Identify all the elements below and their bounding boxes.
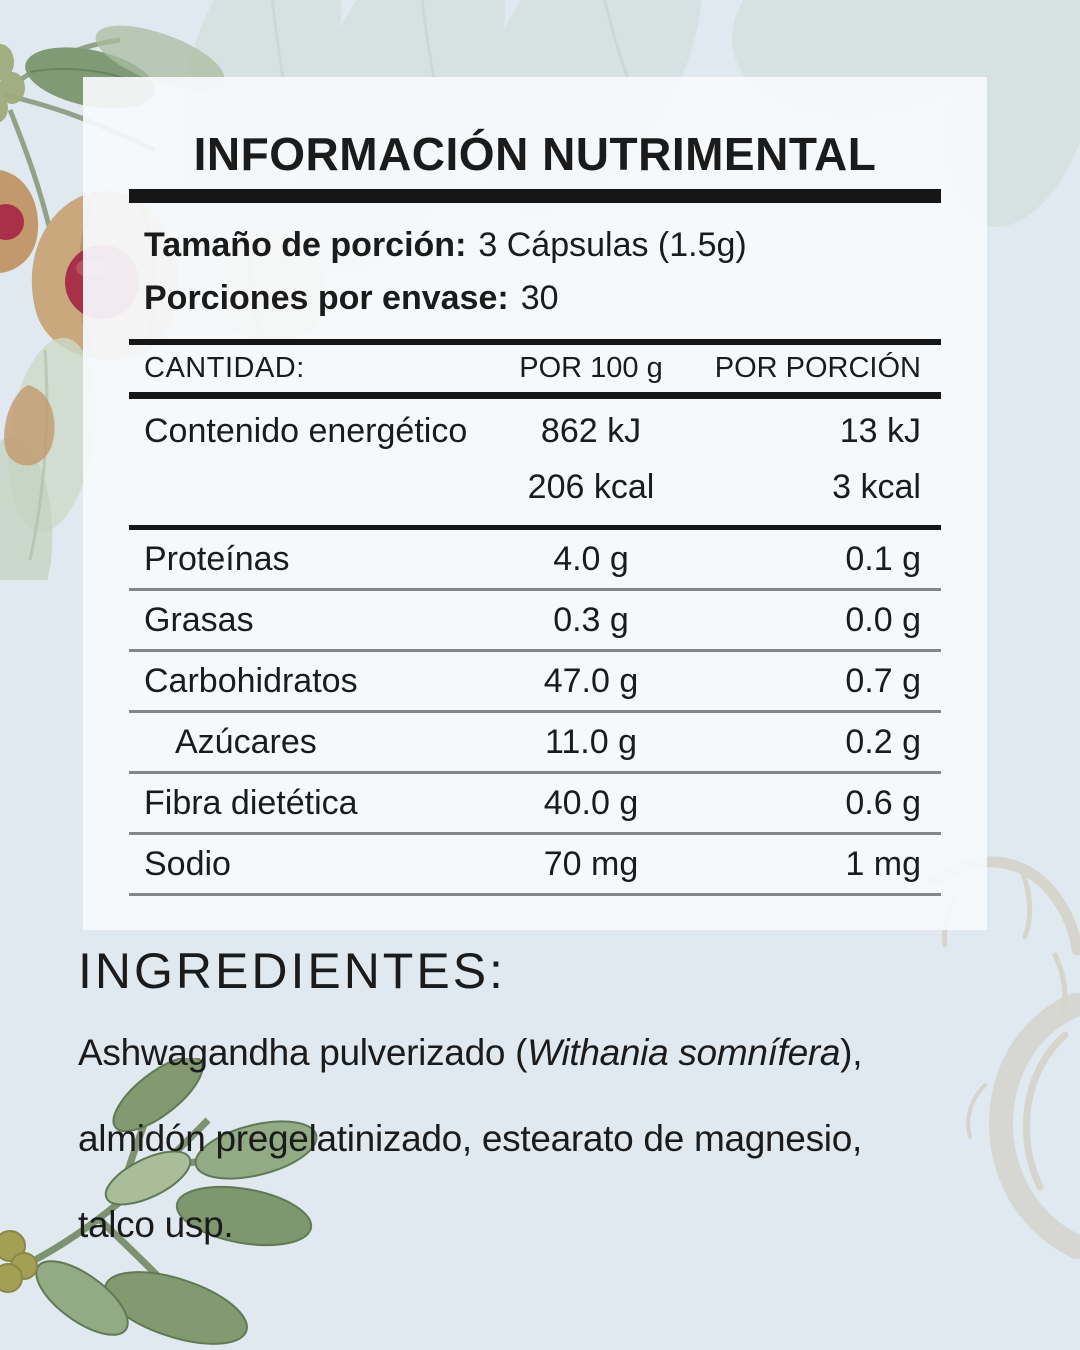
row-per-100g: 70 mg <box>543 844 639 883</box>
energy-per-100g: 862 kJ 206 kcal <box>471 403 711 515</box>
rule-above-header <box>129 339 941 345</box>
row-per-portion: 0.2 g <box>845 722 921 761</box>
energy-per-100g-kj: 862 kJ <box>540 412 642 450</box>
row-separator <box>129 832 941 835</box>
panel-title: INFORMACIÓN NUTRIMENTAL <box>193 128 877 180</box>
table-bottom-rule <box>129 893 941 896</box>
row-label: Grasas <box>144 600 254 639</box>
table-row-sugars: Azúcares 11.0 g 0.2 g <box>129 713 941 771</box>
row-per-100g: 11.0 g <box>544 722 637 761</box>
row-separator <box>129 649 941 652</box>
row-per-portion: 0.7 g <box>845 661 921 700</box>
header-per-portion: POR PORCIÓN <box>714 352 921 384</box>
row-per-100g: 4.0 g <box>553 539 629 578</box>
ingredients-line1-prefix: Ashwagandha pulverizado ( <box>78 1032 528 1073</box>
ingredients-heading: INGREDIENTES: <box>78 943 506 999</box>
row-label: Contenido energético <box>144 412 468 450</box>
table-row-sodium: Sodio 70 mg 1 mg <box>129 835 941 893</box>
title-divider-bar <box>129 189 941 203</box>
ingredients-section: INGREDIENTES: Ashwagandha pulverizado (W… <box>78 942 1028 1268</box>
scientific-name: Withania somnífera <box>527 1032 841 1073</box>
row-per-portion: 0.0 g <box>845 600 921 639</box>
serving-size-label: Tamaño de porción: <box>144 226 467 264</box>
rule-below-header <box>129 392 941 399</box>
row-label: Fibra dietética <box>144 783 358 822</box>
row-per-100g: 40.0 g <box>543 783 639 822</box>
servings-per-container-label: Porciones por envase: <box>144 279 509 317</box>
table-row-fats: Grasas 0.3 g 0.0 g <box>129 591 941 649</box>
row-per-portion: 1 mg <box>845 844 921 883</box>
rule-above-proteins <box>129 525 941 530</box>
row-per-portion: 0.1 g <box>845 539 921 578</box>
row-per-100g: 47.0 g <box>543 661 639 700</box>
table-row-fiber: Fibra dietética 40.0 g 0.6 g <box>129 774 941 832</box>
serving-size-value: 3 Cápsulas (1.5g) <box>478 226 747 264</box>
energy-per-100g-kcal: 206 kcal <box>527 468 655 506</box>
serving-info: Tamaño de porción: 3 Cápsulas (1.5g) Porc… <box>129 203 941 339</box>
ingredients-line-1: Ashwagandha pulverizado (Withania somníf… <box>78 1010 1028 1096</box>
row-label: Sodio <box>144 844 231 883</box>
ingredients-line-3: talco usp. <box>78 1204 234 1245</box>
panel-title-wrap: INFORMACIÓN NUTRIMENTAL <box>129 77 941 189</box>
row-label: Azúcares <box>175 722 317 761</box>
row-separator <box>129 771 941 774</box>
header-per-100g: POR 100 g <box>519 352 663 384</box>
table-row-energy: Contenido energético 862 kJ 206 kcal 13 … <box>129 399 941 525</box>
ingredients-line1-suffix: ), <box>840 1032 863 1073</box>
energy-per-portion-kcal: 3 kcal <box>832 468 921 506</box>
row-label: Proteínas <box>144 539 290 578</box>
serving-size-line: Tamaño de porción: 3 Cápsulas (1.5g) <box>144 219 941 272</box>
row-label: Carbohidratos <box>144 661 358 700</box>
servings-per-container-line: Porciones por envase: 30 <box>144 272 941 325</box>
row-per-100g: 0.3 g <box>553 600 629 639</box>
nutrition-facts-panel: INFORMACIÓN NUTRIMENTAL Tamaño de porció… <box>83 77 987 930</box>
ingredients-line-2: almidón pregelatinizado, estearato de ma… <box>78 1118 862 1159</box>
energy-per-portion: 13 kJ 3 kcal <box>711 403 941 515</box>
row-per-portion: 0.6 g <box>845 783 921 822</box>
row-separator <box>129 710 941 713</box>
energy-per-portion-kj: 13 kJ <box>839 412 921 450</box>
table-row-carbohydrates: Carbohidratos 47.0 g 0.7 g <box>129 652 941 710</box>
row-separator <box>129 588 941 591</box>
header-quantity: CANTIDAD: <box>144 352 305 384</box>
table-header-row: CANTIDAD: POR 100 g POR PORCIÓN <box>129 345 941 392</box>
servings-per-container-value: 30 <box>520 279 559 317</box>
table-row-proteins: Proteínas 4.0 g 0.1 g <box>129 530 941 588</box>
